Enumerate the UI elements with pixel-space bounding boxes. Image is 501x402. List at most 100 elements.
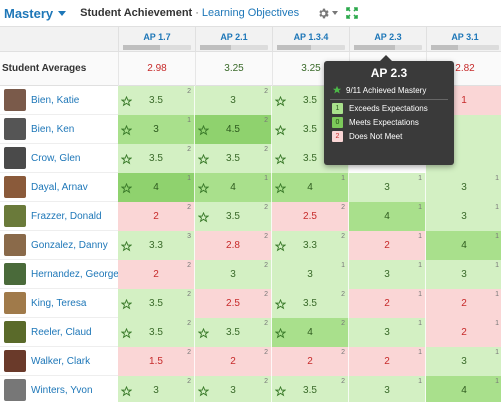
mastery-progress-bar <box>431 45 499 50</box>
score-cell[interactable]: 1.5 2 <box>118 347 195 376</box>
settings-menu[interactable] <box>317 7 339 20</box>
column-header[interactable]: AP 2.1 <box>195 27 272 53</box>
student-name-cell: Bien, Katie <box>0 86 118 115</box>
student-name-link[interactable]: Crow, Glen <box>31 152 81 164</box>
score-cell[interactable]: 2.8 2 <box>195 231 272 260</box>
attempt-count: 2 <box>187 320 191 327</box>
score-value: 4 <box>461 240 467 251</box>
student-name-link[interactable]: King, Teresa <box>31 297 87 309</box>
student-name-link[interactable]: Walker, Clark <box>31 355 91 367</box>
avatar <box>4 89 26 111</box>
score-value: 3.5 <box>303 385 317 396</box>
student-name-cell: Reeler, Claud <box>0 318 118 347</box>
student-name-cell: Frazzer, Donald <box>0 202 118 231</box>
student-name-link[interactable]: Frazzer, Donald <box>31 210 102 222</box>
student-name-link[interactable]: Hernandez, George <box>31 268 119 280</box>
column-header-label[interactable]: AP 2.3 <box>374 32 402 42</box>
score-cell[interactable]: 2.5 2 <box>272 202 349 231</box>
student-name-link[interactable]: Winters, Yvon <box>31 384 93 396</box>
chevron-down-icon <box>332 11 339 15</box>
star-icon <box>332 85 342 94</box>
column-header[interactable]: AP 3.1 <box>426 27 501 53</box>
column-header-label[interactable]: AP 3.1 <box>451 32 479 42</box>
column-header[interactable]: AP 1.7 <box>118 27 195 53</box>
score-value: 3.5 <box>226 327 240 338</box>
score-value: 3 <box>461 211 467 222</box>
attempt-count: 1 <box>495 204 499 211</box>
score-value: 3 <box>461 269 467 280</box>
student-name-link[interactable]: Gonzalez, Danny <box>31 239 108 251</box>
score-value: 3 <box>230 269 236 280</box>
expand-icon <box>346 7 358 19</box>
student-name-link[interactable]: Bien, Ken <box>31 123 75 135</box>
score-cell[interactable]: 3.3 3 <box>118 231 195 260</box>
learning-objectives-link[interactable]: Learning Objectives <box>201 7 300 19</box>
column-header-label[interactable]: AP 2.1 <box>220 32 248 42</box>
attempt-count: 2 <box>264 204 268 211</box>
attempt-count: 1 <box>418 233 422 240</box>
student-name-link[interactable]: Reeler, Claud <box>31 326 92 338</box>
attempt-count: 2 <box>341 204 345 211</box>
score-cell[interactable]: 2.5 2 <box>195 289 272 318</box>
score-cell[interactable]: 4.5 2 <box>195 115 272 144</box>
mastery-dropdown[interactable]: Mastery <box>4 6 67 21</box>
student-row: Frazzer, Donald 2 2 3.5 2 2.5 2 4 1 3 1 <box>0 202 501 231</box>
fullscreen-button[interactable] <box>346 7 358 19</box>
attempt-count: 2 <box>264 291 268 298</box>
avatar <box>4 176 26 198</box>
column-header[interactable]: AP 2.3 <box>349 27 426 53</box>
student-name-link[interactable]: Dayal, Arnav <box>31 181 88 193</box>
column-header-label[interactable]: AP 1.3.4 <box>293 32 329 42</box>
attempt-count: 1 <box>495 349 499 356</box>
student-name-link[interactable]: Bien, Katie <box>31 94 80 106</box>
attempt-count: 3 <box>187 233 191 240</box>
column-header-label[interactable]: AP 1.7 <box>143 32 171 42</box>
star-icon <box>197 123 210 136</box>
column-header[interactable]: AP 1.3.4 <box>272 27 349 53</box>
star-icon <box>274 326 287 339</box>
score-cell[interactable]: 3.3 2 <box>272 231 349 260</box>
student-row: Reeler, Claud 3.5 2 3.5 2 4 2 3 1 2 1 <box>0 318 501 347</box>
